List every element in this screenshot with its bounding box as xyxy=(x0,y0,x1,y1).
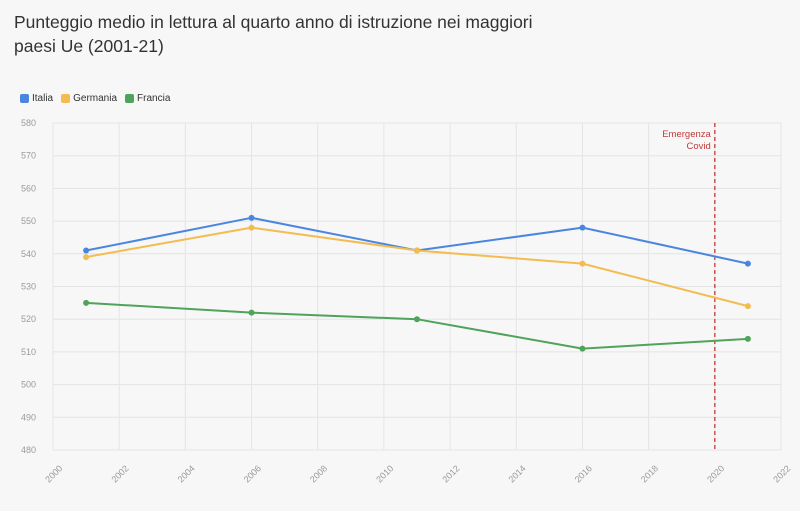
y-tick-label: 530 xyxy=(21,282,36,292)
y-tick-label: 550 xyxy=(21,216,36,226)
data-point-italia xyxy=(745,261,751,267)
data-point-italia xyxy=(579,225,585,231)
data-point-germania xyxy=(83,254,89,260)
x-tick-label: 2020 xyxy=(705,463,726,484)
data-point-germania xyxy=(579,261,585,267)
y-tick-label: 570 xyxy=(21,151,36,161)
data-point-germania xyxy=(745,303,751,309)
x-tick-label: 2008 xyxy=(308,463,329,484)
y-tick-label: 520 xyxy=(21,314,36,324)
data-point-italia xyxy=(83,248,89,254)
y-tick-label: 540 xyxy=(21,249,36,259)
x-tick-label: 2014 xyxy=(507,463,528,484)
y-tick-label: 480 xyxy=(21,445,36,455)
y-tick-label: 490 xyxy=(21,412,36,422)
y-tick-label: 510 xyxy=(21,347,36,357)
x-tick-label: 2018 xyxy=(639,463,660,484)
y-tick-label: 560 xyxy=(21,183,36,193)
data-point-italia xyxy=(249,215,255,221)
covid-annotation-label-line-2: Covid xyxy=(687,141,711,152)
x-tick-label: 2022 xyxy=(771,463,792,484)
data-point-francia xyxy=(745,336,751,342)
data-point-francia xyxy=(579,346,585,352)
data-point-francia xyxy=(249,310,255,316)
x-tick-label: 2006 xyxy=(242,463,263,484)
data-point-germania xyxy=(249,225,255,231)
data-point-francia xyxy=(83,300,89,306)
y-tick-label: 580 xyxy=(21,118,36,128)
x-tick-label: 2000 xyxy=(43,463,64,484)
x-tick-label: 2016 xyxy=(573,463,594,484)
x-tick-label: 2010 xyxy=(374,463,395,484)
covid-annotation-label-line-1: Emergenza xyxy=(662,129,711,140)
x-tick-label: 2004 xyxy=(176,463,197,484)
y-tick-label: 500 xyxy=(21,380,36,390)
data-point-germania xyxy=(414,248,420,254)
x-tick-label: 2002 xyxy=(109,463,130,484)
data-point-francia xyxy=(414,316,420,322)
x-tick-label: 2012 xyxy=(440,463,461,484)
